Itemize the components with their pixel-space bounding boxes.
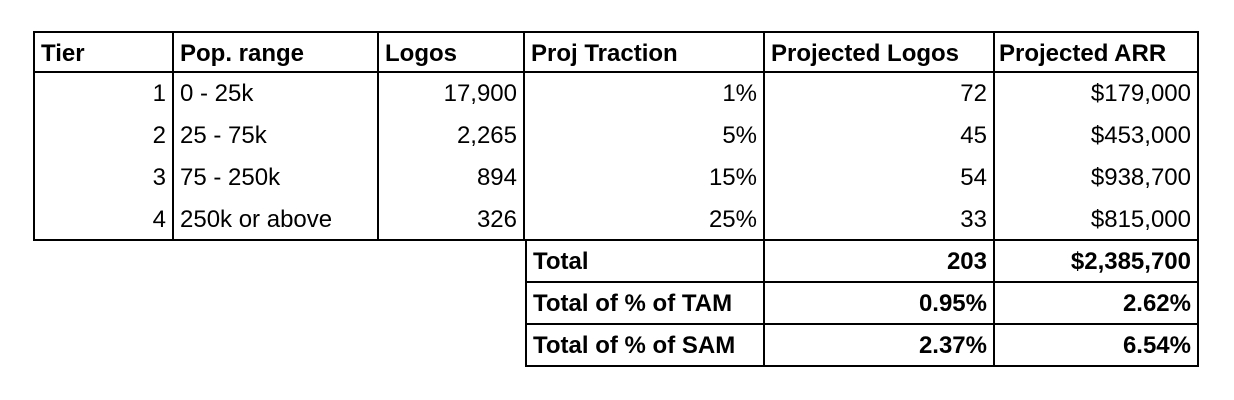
cell-proj-traction[interactable]: 1% (525, 73, 765, 115)
header-projected-logos[interactable]: Projected Logos (765, 31, 995, 73)
cell-tier[interactable]: 4 (33, 199, 174, 241)
summary-projected-logos[interactable]: 2.37% (765, 325, 995, 367)
cell-proj-traction[interactable]: 15% (525, 157, 765, 199)
summary-projected-logos[interactable]: 0.95% (765, 283, 995, 325)
header-tier[interactable]: Tier (33, 31, 174, 73)
summary-label[interactable]: Total of % of TAM (525, 283, 765, 325)
cell-proj-traction[interactable]: 25% (525, 199, 765, 241)
cell-projected-arr[interactable]: $938,700 (995, 157, 1199, 199)
header-logos[interactable]: Logos (379, 31, 525, 73)
cell-tier[interactable]: 2 (33, 115, 174, 157)
header-proj-traction[interactable]: Proj Traction (525, 31, 765, 73)
cell-projected-arr[interactable]: $815,000 (995, 199, 1199, 241)
summary-label[interactable]: Total of % of SAM (525, 325, 765, 367)
summary-label[interactable]: Total (525, 241, 765, 283)
cell-logos[interactable]: 17,900 (379, 73, 525, 115)
cell-logos[interactable]: 326 (379, 199, 525, 241)
summary-projected-arr[interactable]: 2.62% (995, 283, 1199, 325)
cell-pop-range[interactable]: 75 - 250k (174, 157, 379, 199)
cell-logos[interactable]: 2,265 (379, 115, 525, 157)
cell-tier[interactable]: 3 (33, 157, 174, 199)
cell-pop-range[interactable]: 250k or above (174, 199, 379, 241)
cell-projected-logos[interactable]: 72 (765, 73, 995, 115)
header-projected-arr[interactable]: Projected ARR (995, 31, 1199, 73)
summary-projected-logos[interactable]: 203 (765, 241, 995, 283)
cell-projected-logos[interactable]: 33 (765, 199, 995, 241)
cell-logos[interactable]: 894 (379, 157, 525, 199)
header-pop-range[interactable]: Pop. range (174, 31, 379, 73)
cell-pop-range[interactable]: 0 - 25k (174, 73, 379, 115)
cell-projected-arr[interactable]: $179,000 (995, 73, 1199, 115)
cell-proj-traction[interactable]: 5% (525, 115, 765, 157)
summary-projected-arr[interactable]: $2,385,700 (995, 241, 1199, 283)
cell-projected-logos[interactable]: 54 (765, 157, 995, 199)
summary-projected-arr[interactable]: 6.54% (995, 325, 1199, 367)
cell-projected-logos[interactable]: 45 (765, 115, 995, 157)
cell-pop-range[interactable]: 25 - 75k (174, 115, 379, 157)
cell-tier[interactable]: 1 (33, 73, 174, 115)
cell-projected-arr[interactable]: $453,000 (995, 115, 1199, 157)
